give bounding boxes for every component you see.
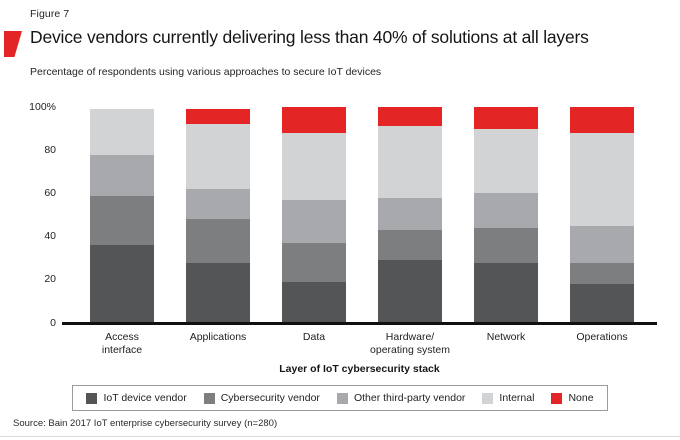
bar-segment-network-other-third-party-vendor: [474, 193, 538, 228]
bar-segment-access-iot-device-vendor: [90, 245, 154, 323]
x-axis-line: [62, 322, 657, 325]
y-tick-label-0: 0: [50, 316, 56, 329]
bar-data: [282, 107, 346, 323]
x-label-hardware-: Hardware/ operating system: [370, 331, 450, 356]
y-tick-label-60: 60: [44, 186, 56, 199]
legend-label-iot-device-vendor: IoT device vendor: [103, 392, 187, 404]
bar-segment-applications-cybersecurity-vendor: [186, 219, 250, 263]
legend: IoT device vendor Cybersecurity vendor Oth…: [72, 385, 608, 411]
bar-segment-hardware--cybersecurity-vendor: [378, 230, 442, 261]
legend-label-none: None: [568, 392, 594, 404]
bar-segment-network-internal: [474, 128, 538, 194]
y-tick-label-40: 40: [44, 230, 56, 243]
bar-segment-hardware--other-third-party-vendor: [378, 197, 442, 231]
bar-segment-access-other-third-party-vendor: [90, 154, 154, 196]
bar-segment-data-other-third-party-vendor: [282, 199, 346, 244]
legend-item-iot-device-vendor: IoT device vendor: [86, 392, 187, 404]
bar-segment-operations-internal: [570, 132, 634, 226]
legend-swatch-none: [551, 392, 563, 404]
bar-segment-applications-other-third-party-vendor: [186, 189, 250, 220]
bar-segment-data-cybersecurity-vendor: [282, 243, 346, 282]
bar-segment-operations-none: [570, 107, 634, 133]
x-label-applications: Applications: [189, 331, 247, 343]
y-tick-label-20: 20: [44, 273, 56, 286]
figure-label: Figure 7: [30, 8, 70, 20]
bar-network: [474, 107, 538, 323]
legend-swatch-cybersecurity-vendor: [203, 392, 215, 404]
legend-swatch-internal: [482, 392, 494, 404]
source-note: Source: Bain 2017 IoT enterprise cyberse…: [13, 418, 278, 429]
legend-item-other-third-party-vendor: Other third-party vendor: [336, 392, 466, 404]
legend-label-internal: Internal: [499, 392, 535, 404]
bar-segment-network-none: [474, 107, 538, 129]
y-axis: 0 20 40 60 80 100%: [0, 101, 56, 329]
bar-segment-network-iot-device-vendor: [474, 262, 538, 323]
bar-segment-applications-internal: [186, 124, 250, 190]
legend-item-cybersecurity-vendor: Cybersecurity vendor: [203, 392, 320, 404]
legend-label-other-third-party-vendor: Other third-party vendor: [353, 392, 466, 404]
y-tick-label-100: 100%: [29, 100, 56, 113]
bar-segment-operations-other-third-party-vendor: [570, 225, 634, 263]
y-tick-label-80: 80: [44, 143, 56, 156]
bar-hardware-: [378, 107, 442, 323]
bar-segment-data-iot-device-vendor: [282, 281, 346, 323]
bottom-divider: [0, 436, 680, 437]
legend-item-none: None: [551, 392, 594, 404]
x-label-network: Network: [486, 331, 526, 343]
figure-title: Device vendors currently delivering less…: [30, 27, 589, 47]
x-label-operations: Operations: [576, 331, 628, 343]
legend-item-internal: Internal: [482, 392, 534, 404]
legend-container: IoT device vendor Cybersecurity vendor Oth…: [0, 385, 680, 411]
x-label-data: Data: [302, 331, 326, 343]
bar-segment-hardware--iot-device-vendor: [378, 260, 442, 323]
bar-segment-data-none: [282, 107, 346, 133]
bar-operations: [570, 107, 634, 323]
x-axis-title: Layer of IoT cybersecurity stack: [279, 363, 440, 375]
bar-applications: [186, 109, 250, 323]
bar-segment-applications-iot-device-vendor: [186, 262, 250, 323]
bar-segment-data-internal: [282, 132, 346, 200]
legend-swatch-iot-device-vendor: [86, 392, 98, 404]
plot-area: [62, 107, 657, 323]
bar-segment-applications-none: [186, 109, 250, 125]
bar-segment-operations-cybersecurity-vendor: [570, 262, 634, 285]
x-label-access: Access interface: [101, 331, 143, 356]
red-flag-icon: [4, 31, 22, 57]
bar-segment-hardware--internal: [378, 126, 442, 198]
bar-segment-access-cybersecurity-vendor: [90, 195, 154, 246]
legend-swatch-other-third-party-vendor: [336, 392, 348, 404]
bar-segment-network-cybersecurity-vendor: [474, 227, 538, 263]
bar-access: [90, 109, 154, 323]
legend-label-cybersecurity-vendor: Cybersecurity vendor: [220, 392, 320, 404]
bar-segment-operations-iot-device-vendor: [570, 284, 634, 323]
bar-segment-hardware--none: [378, 107, 442, 127]
bar-segment-access-internal: [90, 109, 154, 155]
chart-subtitle: Percentage of respondents using various …: [30, 66, 382, 78]
